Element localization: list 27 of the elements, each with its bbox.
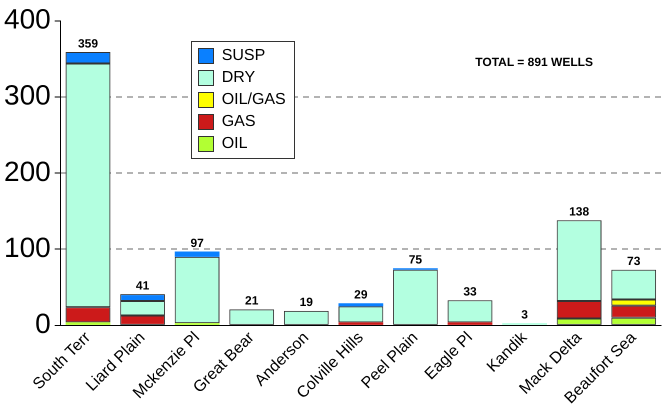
bar [338, 303, 384, 306]
bar [448, 322, 492, 325]
total-label: 359 [78, 36, 98, 50]
legend-label: SUSP [222, 46, 266, 65]
bar [174, 252, 220, 257]
total-label: 29 [354, 288, 368, 302]
total-label: 19 [300, 295, 314, 310]
total-label: 138 [569, 204, 590, 219]
total-label: 75 [408, 252, 422, 267]
y-tick-label: 0 [35, 308, 51, 340]
total-label: 73 [627, 254, 641, 268]
legend-label: OIL [222, 134, 248, 153]
y-tick-label: 100 [4, 232, 51, 263]
y-tick-label: 400 [4, 4, 51, 35]
y-tick-label: 300 [4, 80, 51, 111]
bar [338, 322, 384, 325]
legend-label: GAS [222, 112, 256, 131]
legend-label: DRY [222, 68, 256, 87]
total-label: 21 [245, 294, 259, 308]
total-label: 97 [190, 236, 204, 250]
total-label: 3 [521, 307, 528, 322]
total-label: 41 [136, 278, 150, 292]
legend-label: OIL/GAS [222, 90, 286, 109]
total-label: 33 [463, 284, 477, 299]
y-tick-label: 200 [4, 156, 51, 187]
annotation: TOTAL = 891 WELLS [475, 55, 593, 69]
bar [66, 322, 110, 325]
